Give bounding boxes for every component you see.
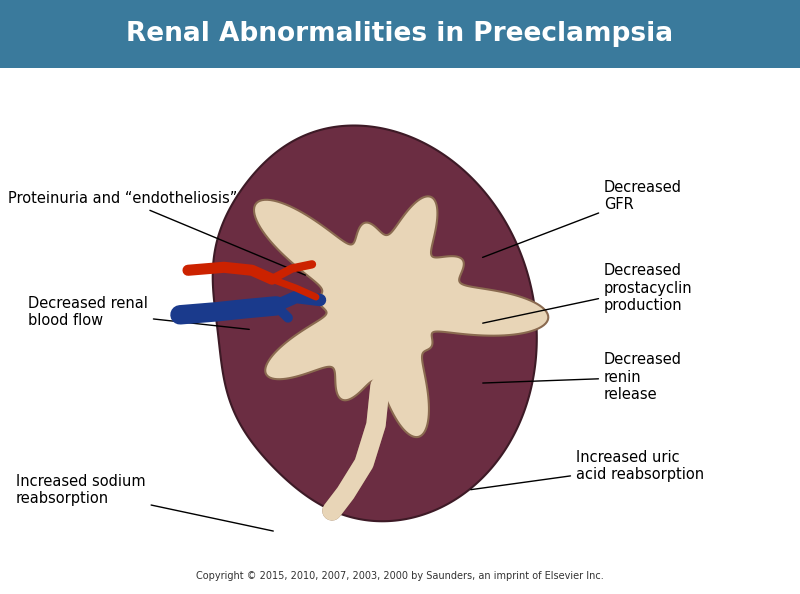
Text: Proteinuria and “endotheliosis”: Proteinuria and “endotheliosis” <box>8 191 306 275</box>
Polygon shape <box>254 197 548 437</box>
Text: Increased sodium
reabsorption: Increased sodium reabsorption <box>16 474 274 531</box>
Text: Decreased
GFR: Decreased GFR <box>482 180 682 257</box>
FancyBboxPatch shape <box>0 0 800 68</box>
Text: Decreased renal
blood flow: Decreased renal blood flow <box>28 296 250 329</box>
Text: Decreased
prostacyclin
production: Decreased prostacyclin production <box>482 263 693 323</box>
Text: Copyright © 2015, 2010, 2007, 2003, 2000 by Saunders, an imprint of Elsevier Inc: Copyright © 2015, 2010, 2007, 2003, 2000… <box>196 571 604 581</box>
Text: Increased uric
acid reabsorption: Increased uric acid reabsorption <box>470 450 704 489</box>
Text: Renal Abnormalities in Preeclampsia: Renal Abnormalities in Preeclampsia <box>126 21 674 48</box>
Polygon shape <box>213 125 537 522</box>
Text: Decreased
renin
release: Decreased renin release <box>482 352 682 402</box>
